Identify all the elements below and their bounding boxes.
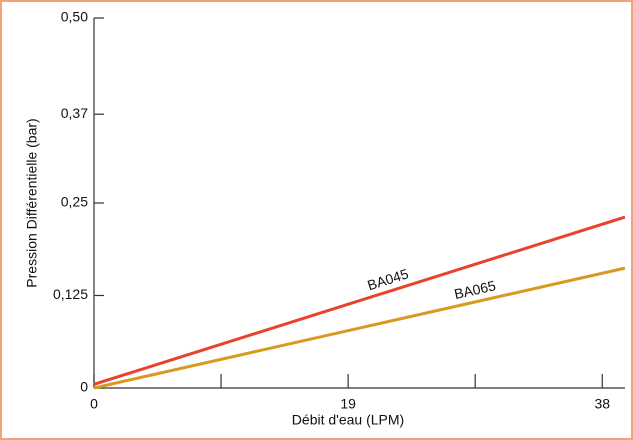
x-tick-label: 38: [594, 396, 610, 412]
y-tick-label: 0,25: [61, 194, 88, 210]
series-label: BA045: [365, 265, 410, 293]
y-tick-label: 0,37: [61, 105, 88, 121]
x-tick-label: 19: [340, 396, 356, 412]
y-tick-label: 0: [80, 379, 88, 395]
line: [93, 266, 626, 390]
y-tick-label: 0,50: [61, 9, 88, 25]
line: [93, 215, 626, 386]
x-axis-title: Débit d'eau (LPM): [292, 412, 404, 428]
y-tick-label: 0,125: [53, 286, 88, 302]
x-tick-label: 0: [90, 396, 98, 412]
y-axis-title: Pression Différentielle (bar): [24, 118, 40, 287]
